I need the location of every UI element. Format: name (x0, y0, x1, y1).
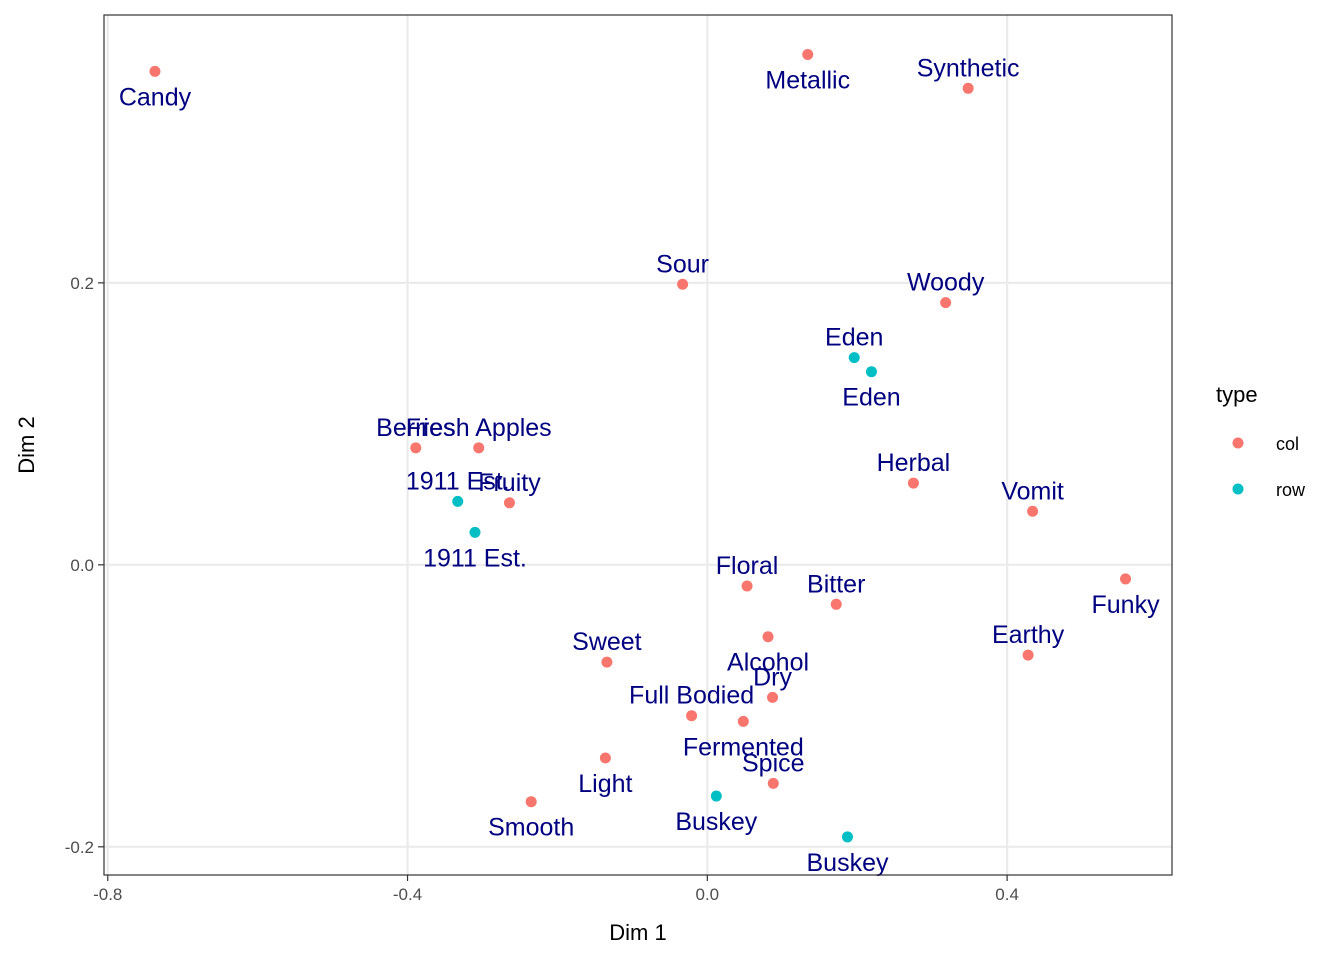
data-point-col (741, 580, 753, 592)
legend-title: type (1216, 382, 1258, 407)
data-label: Floral (716, 552, 779, 580)
data-point-row (452, 495, 464, 507)
data-label: Eden (825, 324, 883, 352)
x-tick-label: 0.0 (696, 885, 720, 904)
data-label: Woody (907, 269, 985, 297)
data-point-col (473, 442, 485, 454)
data-label: Eden (842, 384, 900, 412)
data-point-col (940, 297, 952, 309)
data-point-col (767, 777, 779, 789)
legend-key-col (1232, 437, 1244, 449)
data-label: Buskey (675, 808, 757, 836)
data-point-col (762, 631, 774, 643)
data-label: Dry (753, 663, 792, 691)
grid-lines (104, 15, 1172, 875)
axes: -0.8 -0.4 0.0 0.4 -0.2 0.0 0.2 (65, 274, 1019, 904)
data-label: Fruity (478, 469, 541, 497)
legend-label-col: col (1276, 434, 1299, 454)
data-label: 1911 Est. (423, 544, 527, 572)
data-point-col (907, 477, 919, 489)
legend: type col row (1216, 382, 1306, 500)
data-point-col (767, 691, 779, 703)
data-point-col (677, 278, 689, 290)
data-point-col (686, 710, 698, 722)
data-label: Sour (656, 250, 709, 278)
y-tick-label: 0.2 (70, 274, 94, 293)
data-label: Vomit (1001, 477, 1064, 505)
data-point-col (1027, 505, 1039, 517)
data-label: Alcohol (727, 649, 809, 677)
data-label: Sweet (572, 628, 642, 656)
data-point-row (865, 366, 877, 378)
data-point-row (710, 790, 722, 802)
y-tick-label: -0.2 (65, 838, 94, 857)
x-tick-label: -0.8 (93, 885, 122, 904)
y-axis-title: Dim 2 (14, 416, 39, 473)
data-label: Herbal (877, 449, 951, 477)
data-label: Earthy (992, 621, 1065, 649)
data-label: Light (578, 770, 632, 798)
data-point-col (503, 497, 515, 509)
data-point-col (802, 48, 814, 60)
data-point-col (830, 598, 842, 610)
data-points (149, 48, 1132, 843)
data-label: Buskey (806, 849, 888, 877)
x-axis-title: Dim 1 (609, 920, 666, 945)
data-point-col (1022, 649, 1034, 661)
data-point-row (469, 526, 481, 538)
data-label: Synthetic (917, 54, 1020, 82)
data-point-col (599, 752, 611, 764)
data-point-col (601, 656, 613, 668)
data-label: Smooth (488, 814, 574, 842)
x-tick-label: -0.4 (393, 885, 422, 904)
data-label: 1911 Est. (406, 467, 510, 495)
data-point-col (737, 715, 749, 727)
data-point-col (149, 65, 161, 77)
data-label: Fermented (683, 733, 804, 761)
data-label: Fresh Apples (406, 414, 552, 442)
panel-border (103, 14, 1173, 876)
y-tick-label: 0.0 (70, 556, 94, 575)
data-point-col (962, 82, 974, 94)
data-point-col (410, 442, 422, 454)
data-point-col (1120, 573, 1132, 585)
data-label: Spice (742, 749, 805, 777)
x-tick-label: 0.4 (995, 885, 1019, 904)
legend-key-row (1232, 483, 1244, 495)
data-label: Metallic (765, 66, 850, 94)
data-label: Funky (1091, 591, 1160, 619)
data-point-row (841, 831, 853, 843)
data-label: Candy (119, 83, 192, 111)
legend-label-row: row (1276, 480, 1306, 500)
data-label: Bitter (807, 570, 865, 598)
data-point-row (848, 352, 860, 364)
data-label: Berries (376, 414, 455, 442)
data-label: Full Bodied (629, 682, 754, 710)
data-point-col (525, 796, 537, 808)
